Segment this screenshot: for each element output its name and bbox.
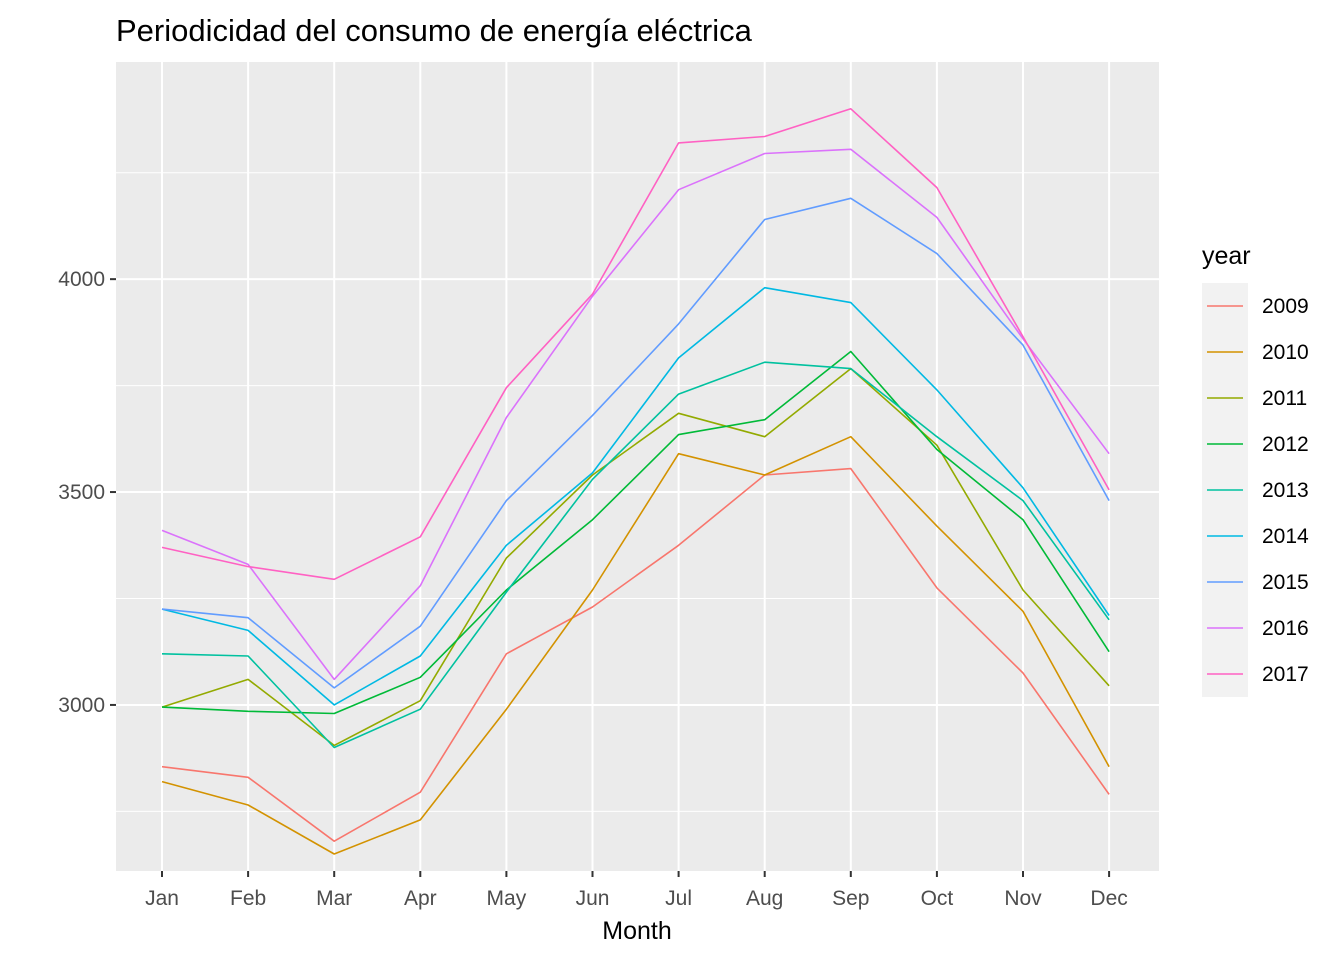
x-tick-label: Mar [316,887,352,910]
x-axis-title: Month [602,917,671,945]
x-tick-label: Apr [404,887,437,910]
x-tick-label: Sep [832,887,869,910]
legend-label: 2013 [1262,479,1309,502]
x-tick-label: May [487,887,527,910]
legend-label: 2014 [1262,525,1309,548]
series-line-2017 [161,108,1110,581]
legend-label: 2010 [1262,341,1309,364]
series-line-2014 [161,286,1110,706]
legend-label: 2012 [1262,433,1309,456]
x-tick-labels: Jan Feb Mar Apr May Jun Jul Aug Sep Oct Nov Dec [145,887,1128,910]
x-tick-label: Oct [921,887,954,910]
legend-label: 2015 [1262,571,1309,594]
series-line-2011 [161,367,1110,747]
series-line-2012 [161,350,1110,715]
series-line-2016 [161,148,1110,681]
y-tick-label: 3000 [58,694,105,717]
legend-label: 2017 [1262,663,1309,686]
plot-panel [116,62,1159,871]
y-tick-labels: 3000 3500 4000 [58,268,105,717]
legend: 2009 2010 2011 2012 2013 2014 2015 2016 2017 [1207,295,1309,686]
series-lines [161,108,1110,855]
legend-label: 2016 [1262,617,1309,640]
y-tick-label: 3500 [58,481,105,504]
x-tick-label: Aug [746,887,783,910]
legend-label: 2011 [1262,387,1307,410]
x-tick-label: Nov [1004,887,1042,910]
grid-major [116,62,1159,871]
y-tick-label: 4000 [58,268,105,291]
x-tick-label: Feb [230,887,266,910]
legend-label: 2009 [1262,295,1309,318]
x-tick-label: Jan [145,887,179,910]
axis-ticks [110,278,1111,877]
grid-minor [116,172,1159,812]
series-line-2015 [161,197,1110,689]
series-line-2013 [161,361,1110,749]
x-tick-label: Jun [576,887,610,910]
series-line-2010 [161,435,1110,855]
series-line-2009 [161,467,1110,843]
x-tick-label: Jul [665,887,692,910]
legend-title: year [1202,242,1251,270]
x-tick-label: Dec [1090,887,1127,910]
chart-title: Periodicidad del consumo de energía eléc… [116,13,753,48]
